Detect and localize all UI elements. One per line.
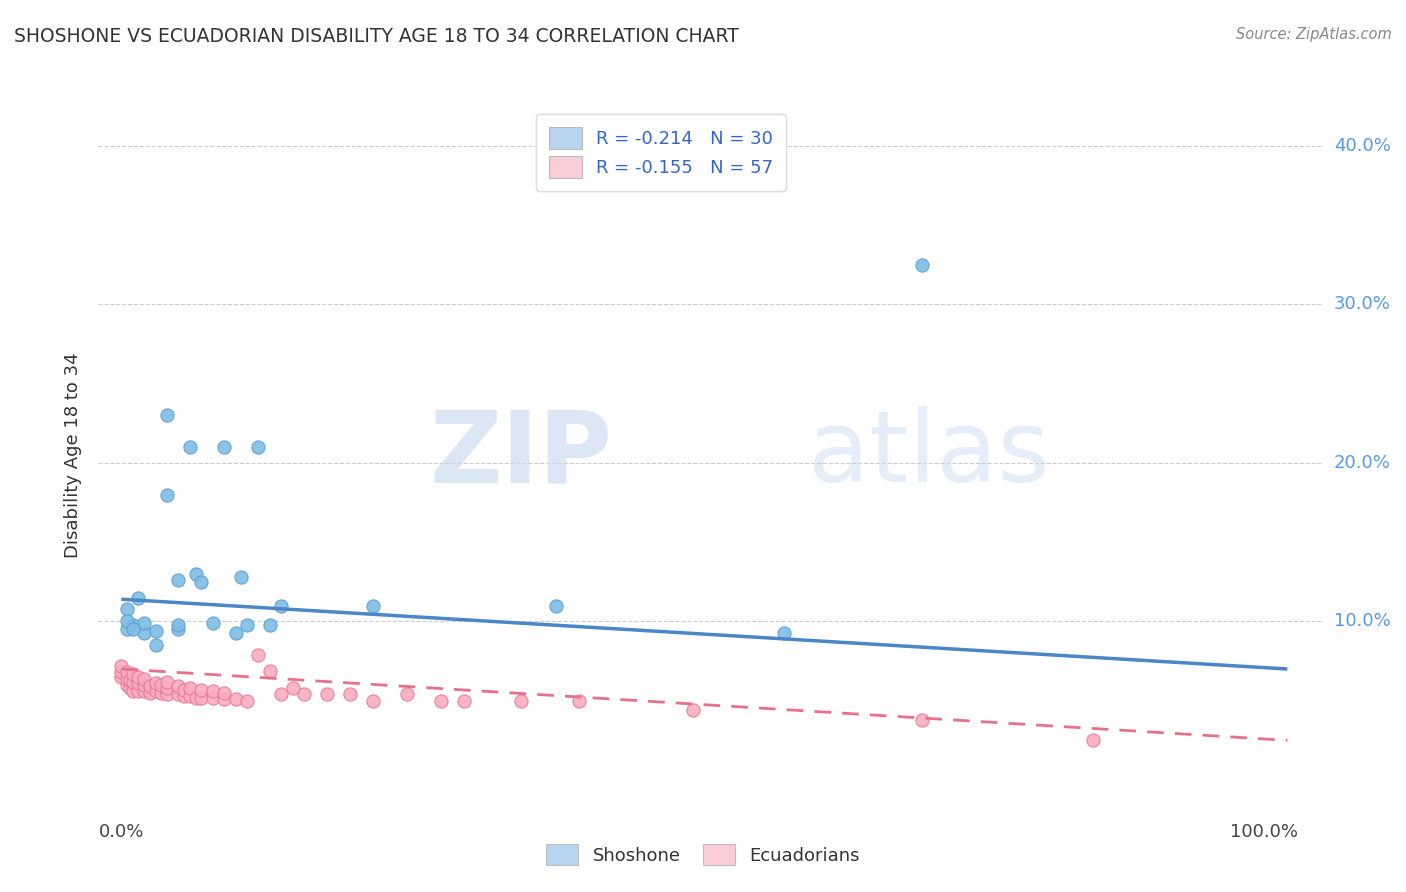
Point (115, 665, 138, 680)
Point (115, 601, 138, 615)
Point (236, 694, 259, 708)
Point (236, 617, 259, 632)
Point (134, 672, 156, 686)
Point (247, 440, 270, 454)
Point (281, 681, 304, 695)
Point (167, 573, 190, 587)
Point (212, 692, 235, 706)
Point (156, 681, 179, 695)
Point (156, 674, 179, 689)
Point (179, 681, 201, 695)
Point (510, 694, 533, 708)
Point (910, 258, 932, 272)
Point (150, 678, 173, 692)
Point (156, 687, 179, 701)
Point (173, 689, 195, 703)
Point (259, 664, 281, 678)
Y-axis label: Disability Age 18 to 34: Disability Age 18 to 34 (65, 352, 83, 558)
Point (156, 409, 179, 423)
Point (544, 599, 567, 613)
Point (115, 623, 138, 637)
Point (145, 676, 167, 690)
Point (167, 617, 190, 632)
Point (115, 678, 138, 692)
Point (179, 689, 201, 703)
Point (110, 670, 132, 684)
Point (247, 648, 270, 662)
Point (121, 623, 143, 637)
Point (121, 684, 143, 698)
Point (567, 694, 589, 708)
Text: atlas: atlas (808, 407, 1049, 503)
Point (361, 694, 384, 708)
Point (270, 687, 292, 701)
Point (184, 690, 207, 705)
Point (134, 625, 156, 640)
Point (682, 703, 704, 717)
Text: ZIP: ZIP (429, 407, 612, 503)
Point (127, 684, 149, 698)
Point (190, 682, 212, 697)
Point (127, 670, 149, 684)
Point (184, 566, 207, 581)
Point (139, 680, 162, 694)
Point (910, 713, 932, 727)
Point (270, 599, 292, 613)
Point (145, 684, 167, 698)
Point (1081, 733, 1104, 747)
Point (134, 678, 156, 692)
Point (396, 687, 419, 701)
Point (134, 684, 156, 698)
Point (292, 687, 315, 701)
Point (127, 676, 149, 690)
Point (115, 672, 138, 686)
Point (127, 591, 149, 605)
Text: 30.0%: 30.0% (1334, 295, 1391, 313)
Point (453, 694, 475, 708)
Point (120, 681, 142, 695)
Point (212, 440, 235, 454)
Point (212, 686, 235, 700)
Point (430, 694, 453, 708)
Point (225, 692, 247, 706)
Point (145, 624, 167, 638)
Point (190, 574, 212, 589)
Point (316, 687, 339, 701)
Text: 10.0%: 10.0% (1334, 613, 1391, 631)
Point (773, 625, 796, 640)
Point (145, 638, 167, 652)
Point (121, 674, 143, 689)
Point (231, 570, 253, 584)
Point (167, 680, 190, 694)
Point (167, 687, 190, 701)
Point (110, 665, 132, 680)
Legend: Shoshone, Ecuadorians: Shoshone, Ecuadorians (537, 835, 869, 874)
Point (201, 684, 224, 698)
Point (115, 615, 138, 629)
Point (134, 615, 156, 630)
Point (173, 682, 195, 697)
Point (167, 623, 190, 637)
Text: 40.0%: 40.0% (1334, 136, 1391, 154)
Text: 20.0%: 20.0% (1334, 454, 1391, 472)
Point (361, 599, 384, 613)
Text: SHOSHONE VS ECUADORIAN DISABILITY AGE 18 TO 34 CORRELATION CHART: SHOSHONE VS ECUADORIAN DISABILITY AGE 18… (14, 27, 740, 45)
Point (201, 690, 224, 705)
Point (190, 690, 212, 705)
Point (259, 617, 281, 632)
Point (156, 487, 179, 501)
Point (121, 617, 143, 632)
Point (139, 686, 162, 700)
Point (179, 440, 201, 454)
Point (110, 658, 132, 673)
Point (339, 687, 361, 701)
Point (120, 673, 142, 687)
Point (150, 686, 173, 700)
Point (121, 666, 143, 681)
Legend: R = -0.214   N = 30, R = -0.155   N = 57: R = -0.214 N = 30, R = -0.155 N = 57 (537, 114, 786, 191)
Point (225, 625, 247, 640)
Text: Source: ZipAtlas.com: Source: ZipAtlas.com (1236, 27, 1392, 42)
Point (201, 615, 224, 630)
